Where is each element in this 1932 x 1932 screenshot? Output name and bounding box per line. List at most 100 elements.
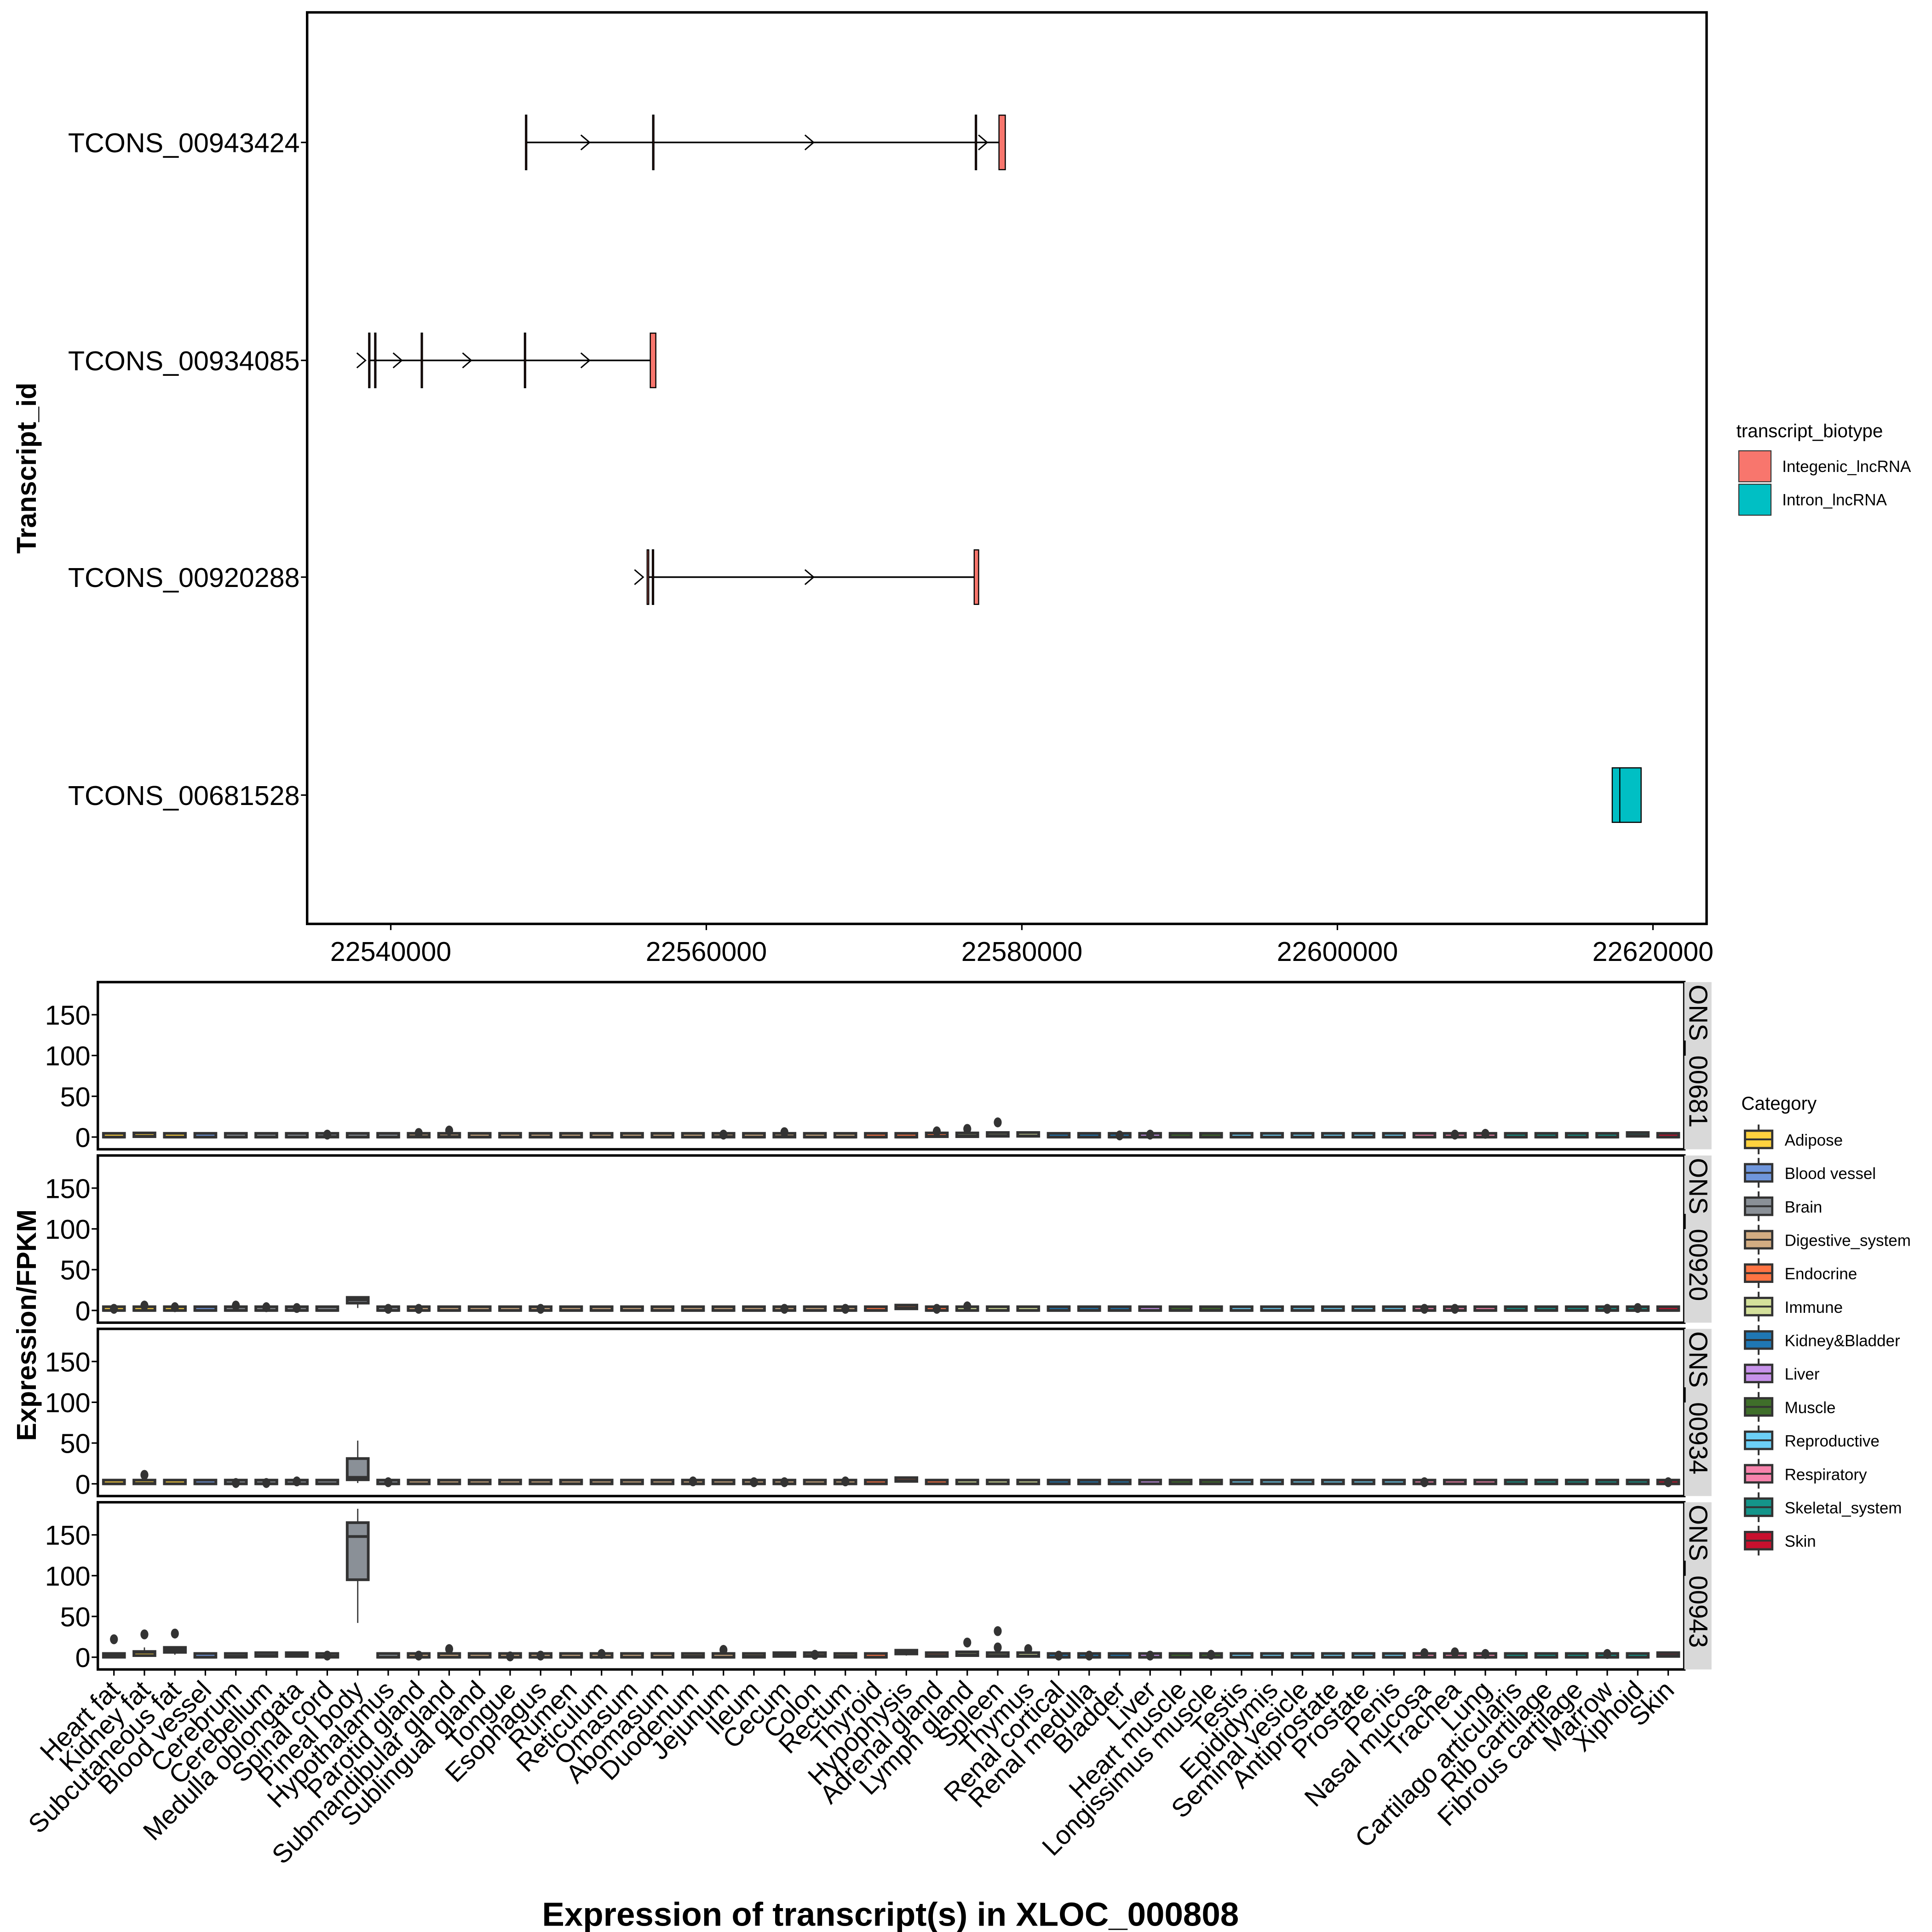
- outlier-point: [384, 1304, 392, 1314]
- box-plot: [1351, 1305, 1375, 1312]
- box-plot: [803, 1650, 827, 1660]
- outlier-point: [414, 1128, 423, 1138]
- box-plot: [1473, 1129, 1497, 1139]
- outlier-point: [445, 1125, 454, 1136]
- outlier-point: [506, 1651, 514, 1662]
- box-plot: [681, 1305, 705, 1312]
- outlier-point: [1481, 1129, 1489, 1139]
- box-plot: [833, 1652, 857, 1659]
- box-plot: [955, 1478, 979, 1485]
- box-plot: [467, 1652, 492, 1659]
- gene-structure-panel: TCONS_00943424 TCONS_00934085 TCONS_009202…: [11, 11, 1714, 967]
- box-plot: [711, 1129, 736, 1140]
- box-plot: [254, 1478, 278, 1488]
- category-legend-label: Kidney&Bladder: [1785, 1332, 1900, 1350]
- box-plot: [132, 1300, 156, 1312]
- outlier-point: [780, 1127, 788, 1137]
- box-plot: [132, 1470, 156, 1485]
- facet-strip-label: ONS_00920: [1684, 1158, 1713, 1301]
- y-tick-label: 50: [60, 1428, 91, 1459]
- box-plot: [772, 1127, 797, 1138]
- box-plot: [925, 1478, 949, 1485]
- box-plot: [1199, 1650, 1223, 1660]
- box-plot: [925, 1304, 949, 1314]
- box-plot: [1626, 1652, 1650, 1659]
- box-plot: [1199, 1305, 1223, 1312]
- box-plot: [803, 1305, 827, 1312]
- category-legend-item: Muscle: [1744, 1392, 1835, 1422]
- outlier-point: [1146, 1129, 1154, 1140]
- box-plot: [407, 1478, 431, 1485]
- x-tick-label: 22580000: [961, 936, 1082, 967]
- facet-panel: ONS_00943 0 50 100 150: [45, 1501, 1713, 1673]
- facet-frame: [97, 1501, 1686, 1671]
- exon-block: [1611, 767, 1621, 823]
- box-plot: [193, 1478, 218, 1485]
- box-plot: [254, 1302, 278, 1312]
- y-tick-label: 150: [45, 1520, 91, 1551]
- box-plot: [437, 1478, 461, 1485]
- exon-block: [525, 115, 528, 171]
- outlier-point: [110, 1634, 118, 1644]
- box-plot: [224, 1300, 248, 1312]
- category-legend-label: Digestive_system: [1785, 1231, 1911, 1249]
- facet-panel: ONS_00920 0 50 100 150: [45, 1154, 1713, 1326]
- transcript-track: [525, 115, 1006, 171]
- category-legend-label: Endocrine: [1785, 1265, 1857, 1283]
- exon-block: [646, 549, 650, 605]
- box-plot: [132, 1629, 156, 1657]
- box-plot: [894, 1304, 919, 1311]
- box-plot: [1138, 1305, 1162, 1312]
- box-plot: [1108, 1478, 1132, 1485]
- box-plot: [955, 1637, 979, 1657]
- box-plot: [407, 1128, 431, 1138]
- category-legend-label: Reproductive: [1785, 1432, 1880, 1450]
- box-plot: [1626, 1303, 1650, 1313]
- box-plot: [1504, 1305, 1528, 1312]
- outlier-point: [780, 1304, 788, 1314]
- outlier-point: [384, 1477, 392, 1487]
- category-legend-item: Immune: [1744, 1292, 1843, 1322]
- box-plot: [1260, 1305, 1284, 1312]
- box-plot: [1656, 1132, 1680, 1138]
- box-plot: [833, 1132, 857, 1138]
- box-plot: [498, 1132, 522, 1138]
- box-plot: [345, 1132, 370, 1138]
- expression-y-axis-title: Expression/FPKM: [11, 1209, 42, 1441]
- outlier-point: [1451, 1647, 1459, 1657]
- transcript-id-label: TCONS_00943424: [68, 127, 300, 158]
- facet-strip-label: ONS_00681: [1684, 984, 1713, 1127]
- box-plot: [1046, 1305, 1071, 1312]
- transcript-track: [1611, 767, 1642, 823]
- box-plot: [193, 1305, 218, 1312]
- y-tick-label: 150: [45, 1346, 91, 1377]
- transcript-id-label: TCONS_00920288: [68, 562, 300, 593]
- box-plot: [1656, 1305, 1680, 1312]
- box-plot: [589, 1478, 614, 1485]
- biotype-legend-items: Integenic_lncRNA Intron_lncRNA: [1738, 450, 1911, 516]
- box-plot: [163, 1302, 187, 1312]
- outlier-point: [963, 1301, 972, 1311]
- box-plot: [925, 1126, 949, 1138]
- box-plot: [1077, 1650, 1101, 1661]
- box-plot: [1443, 1478, 1467, 1485]
- box-plot: [102, 1634, 126, 1659]
- box-plot: [193, 1652, 218, 1659]
- transcript-id-label: TCONS_00934085: [68, 345, 300, 376]
- box-plot: [620, 1305, 644, 1312]
- box-plot: [864, 1305, 888, 1312]
- box-plot: [407, 1304, 431, 1314]
- box-plot: [498, 1651, 522, 1662]
- box-iqr: [345, 1521, 370, 1581]
- outlier-point: [1603, 1304, 1611, 1314]
- outlier-point: [1633, 1303, 1642, 1313]
- category-legend-items: Adipose Blood vessel Brain Digestive_system…: [1744, 1124, 1911, 1556]
- box-plot: [376, 1652, 400, 1659]
- box-plot: [1412, 1648, 1437, 1659]
- gene-structure-y-axis-title: Transcript_id: [11, 383, 42, 554]
- box-plot: [772, 1304, 797, 1314]
- outlier-point: [293, 1476, 301, 1487]
- gene-structure-marks: [356, 115, 1642, 823]
- y-tick-label: 0: [75, 1122, 91, 1153]
